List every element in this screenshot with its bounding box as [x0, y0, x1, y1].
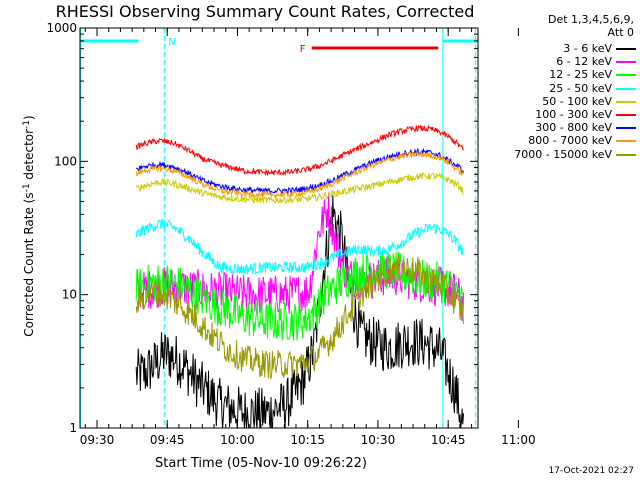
- x-tick-label: 10:45: [431, 433, 466, 447]
- plot-frame: [79, 27, 479, 429]
- y-tick-label: 100: [54, 154, 77, 168]
- legend-swatch: [616, 114, 636, 116]
- series-line: [135, 124, 464, 177]
- flare-label: F: [300, 44, 306, 55]
- x-tick-label: 11:00: [501, 433, 536, 447]
- y-tick-label: 1: [69, 421, 77, 435]
- legend-swatch: [616, 74, 636, 77]
- legend-label: 50 - 100 keV: [542, 94, 612, 108]
- legend-swatch: [616, 61, 636, 64]
- series-line: [135, 172, 464, 205]
- legend-swatch: [616, 87, 636, 90]
- x-tick-label: 09:30: [80, 433, 115, 447]
- legend-swatch: [616, 153, 636, 156]
- x-tick-label: 10:30: [361, 433, 396, 447]
- attenuator-label: Att 0: [607, 26, 634, 39]
- legend-swatch: [616, 48, 636, 50]
- legend-item: 25 - 50 keV: [478, 82, 638, 95]
- legend-item: 3 - 6 keV: [478, 42, 638, 55]
- axes: 1 10 100 1000 09:30 09:45 10:00 10:15 10:30 10:45…: [46, 21, 535, 447]
- series-line: [135, 195, 464, 429]
- detector-label: Det 1,3,4,5,6,9,: [547, 13, 634, 26]
- legend-item: 300 - 800 keV: [478, 121, 638, 134]
- y-axis-label: Corrected Count Rate (s-1 detector-1): [22, 115, 36, 336]
- x-tick-label: 10:00: [220, 433, 255, 447]
- x-tick-label: 10:15: [290, 433, 325, 447]
- legend-item: 50 - 100 keV: [478, 95, 638, 108]
- legend-swatch: [616, 127, 636, 130]
- legend-label: 3 - 6 keV: [563, 42, 612, 55]
- legend-swatch: [616, 100, 636, 103]
- y-tick-label: 10: [62, 288, 77, 302]
- legend-item: 6 - 12 keV: [478, 55, 638, 68]
- y-tick-label: 1000: [46, 21, 77, 35]
- night-label: N: [168, 37, 175, 48]
- series-line: [135, 254, 464, 379]
- x-tick-label: 09:45: [150, 433, 185, 447]
- series-line: [135, 218, 464, 276]
- plot-area: NF: [79, 28, 478, 429]
- legend-label: 300 - 800 keV: [535, 121, 612, 135]
- legend-item: 12 - 25 keV: [478, 68, 638, 81]
- legend-label: 6 - 12 keV: [556, 55, 612, 69]
- legend-item: 100 - 300 keV: [478, 108, 638, 121]
- legend-item: 7000 - 15000 keV: [478, 148, 638, 161]
- legend-label: 800 - 7000 keV: [528, 134, 612, 148]
- legend-label: 12 - 25 keV: [549, 68, 612, 82]
- series-line: [135, 150, 464, 200]
- legend-label: 7000 - 15000 keV: [514, 147, 612, 161]
- legend-item: 800 - 7000 keV: [478, 134, 638, 147]
- x-axis-label: Start Time (05-Nov-10 09:26:22): [155, 456, 367, 471]
- legend-swatch: [616, 140, 636, 143]
- legend-label: 25 - 50 keV: [549, 81, 612, 95]
- timestamp: 17-Oct-2021 02:27: [548, 466, 634, 476]
- series-line: [135, 192, 464, 322]
- chart-title: RHESSI Observing Summary Count Rates, Co…: [56, 2, 475, 21]
- legend-label: 100 - 300 keV: [535, 108, 612, 121]
